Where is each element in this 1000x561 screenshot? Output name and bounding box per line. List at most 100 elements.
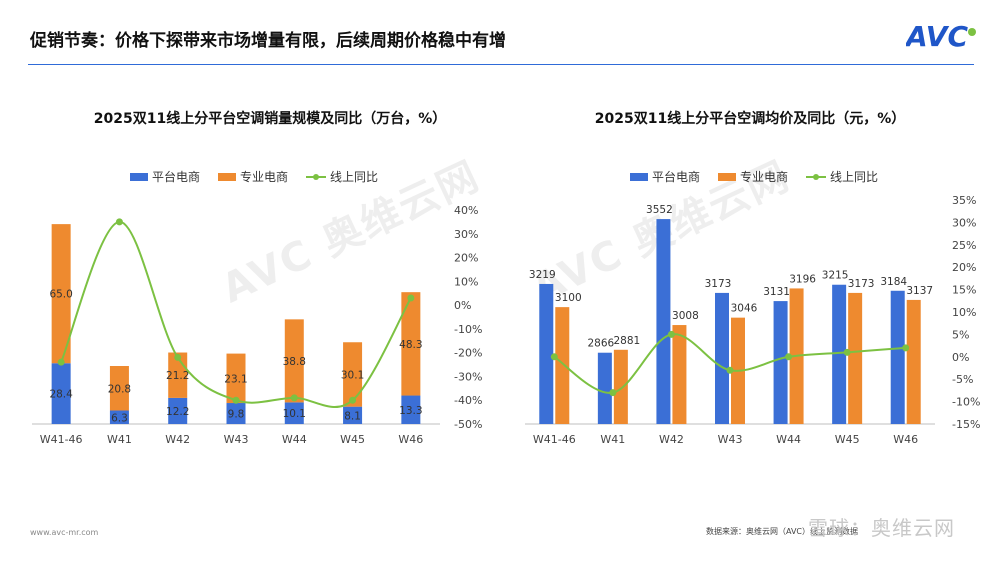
data-label-professional: 38.8 xyxy=(283,356,306,368)
online-yoy-point xyxy=(174,353,182,361)
right-axis-tick: -15% xyxy=(952,418,980,431)
right-axis-tick: -5% xyxy=(952,373,973,386)
bar-professional xyxy=(555,307,570,424)
data-label-platform: 2866 xyxy=(587,338,614,350)
online-yoy-point xyxy=(115,218,123,226)
right-axis-tick: 5% xyxy=(952,328,969,341)
x-tick-label: W44 xyxy=(776,433,801,446)
bar-platform xyxy=(168,397,188,424)
data-label-professional: 3173 xyxy=(848,278,875,290)
data-label-professional: 65.0 xyxy=(49,289,72,301)
right-axis-tick: 40% xyxy=(454,204,478,217)
legend-label-professional: 专业电商 xyxy=(240,169,288,184)
right-axis-tick: 0% xyxy=(952,351,969,364)
data-label-platform: 28.4 xyxy=(49,389,73,401)
right-axis-tick: 10% xyxy=(454,275,478,288)
data-label-professional: 21.2 xyxy=(166,370,189,382)
bar-platform xyxy=(773,301,788,424)
right-axis-tick: -30% xyxy=(454,370,482,383)
data-label-professional: 3100 xyxy=(555,292,582,304)
data-label-professional: 2881 xyxy=(613,335,640,347)
bar-platform xyxy=(597,352,612,424)
data-label-platform: 12.2 xyxy=(166,406,189,418)
legend-swatch-platform xyxy=(630,173,648,181)
data-label-platform: 10.1 xyxy=(283,408,306,420)
data-label-platform: 13.3 xyxy=(399,405,422,417)
data-label-platform: 3184 xyxy=(880,276,907,288)
right-axis-tick: 35% xyxy=(952,194,976,207)
right-axis-tick: 10% xyxy=(952,306,976,319)
legend-swatch-professional xyxy=(718,173,736,181)
legend-label-platform: 平台电商 xyxy=(652,169,700,184)
right-axis-tick: 30% xyxy=(454,228,478,241)
bar-platform xyxy=(715,292,729,424)
right-axis-tick: -20% xyxy=(454,347,482,360)
x-tick-label: W41-46 xyxy=(533,433,576,446)
bar-platform xyxy=(539,283,554,424)
legend-label-online: 线上同比 xyxy=(330,170,378,184)
legend-label-online: 线上同比 xyxy=(830,170,878,184)
right-axis-tick: -10% xyxy=(454,323,482,336)
bar-platform xyxy=(343,406,363,424)
legend-label-professional: 专业电商 xyxy=(740,169,788,184)
bar-professional xyxy=(401,292,421,396)
bar-platform xyxy=(284,402,304,424)
right-axis-tick: 30% xyxy=(952,216,976,229)
bar-platform xyxy=(109,410,129,424)
data-label-professional: 20.8 xyxy=(108,383,131,395)
data-label-platform: 3131 xyxy=(763,286,790,298)
data-label-platform: 3219 xyxy=(529,269,556,281)
data-label-professional: 3137 xyxy=(906,285,933,297)
bar-platform xyxy=(656,219,671,424)
data-label-professional: 3196 xyxy=(789,273,816,285)
bar-professional xyxy=(226,353,246,404)
bar-platform xyxy=(51,363,71,424)
right-axis-tick: -50% xyxy=(454,418,482,431)
online-yoy-point xyxy=(785,353,793,361)
bar-professional xyxy=(284,319,304,403)
right-axis-tick: 15% xyxy=(952,284,976,297)
data-label-professional: 30.1 xyxy=(341,369,364,381)
x-tick-label: W45 xyxy=(340,433,365,446)
bar-professional xyxy=(672,325,687,424)
right-axis-tick: 25% xyxy=(952,239,976,252)
chart-title-price: 2025双11线上分平台空调均价及同比（元，%） xyxy=(594,111,906,127)
legend-swatch-platform xyxy=(130,173,148,181)
x-tick-label: W44 xyxy=(282,433,307,446)
online-yoy-point xyxy=(902,344,910,352)
bar-platform xyxy=(890,290,905,424)
bar-professional xyxy=(848,292,863,424)
bar-platform xyxy=(401,395,421,424)
x-tick-label: W42 xyxy=(659,433,684,446)
x-tick-label: W46 xyxy=(893,433,918,446)
online-yoy-point xyxy=(667,330,675,338)
chart-title-volume: 2025双11线上分平台空调销量规模及同比（万台，%） xyxy=(93,111,447,127)
bar-professional xyxy=(343,342,363,407)
bar-professional xyxy=(906,299,921,424)
right-axis-tick: -10% xyxy=(952,396,980,409)
online-yoy-point xyxy=(843,348,851,356)
x-tick-label: W45 xyxy=(835,433,860,446)
x-tick-label: W41 xyxy=(600,433,625,446)
bar-platform xyxy=(226,403,246,424)
bar-professional xyxy=(109,366,129,411)
online-yoy-point xyxy=(550,353,558,361)
right-axis-tick: 20% xyxy=(454,252,478,265)
header-divider xyxy=(28,64,974,65)
data-label-professional: 48.3 xyxy=(399,339,422,351)
data-label-professional: 3008 xyxy=(672,310,699,322)
legend-label-platform: 平台电商 xyxy=(152,169,200,184)
data-label-professional: 23.1 xyxy=(224,373,247,385)
right-axis-tick: 0% xyxy=(454,299,471,312)
legend-marker-online xyxy=(313,174,319,180)
page-title: 促销节奏：价格下探带来市场增量有限，后续周期价格稳中有增 xyxy=(30,31,506,51)
online-yoy-point xyxy=(57,358,65,366)
data-label-professional: 3046 xyxy=(731,303,758,315)
online-yoy-point xyxy=(349,396,357,404)
online-yoy-point xyxy=(232,396,240,404)
footer-source: 数据来源：奥维云网（AVC）线上监测数据 xyxy=(706,527,859,536)
x-tick-label: W46 xyxy=(398,433,423,446)
x-tick-label: W43 xyxy=(718,433,743,446)
